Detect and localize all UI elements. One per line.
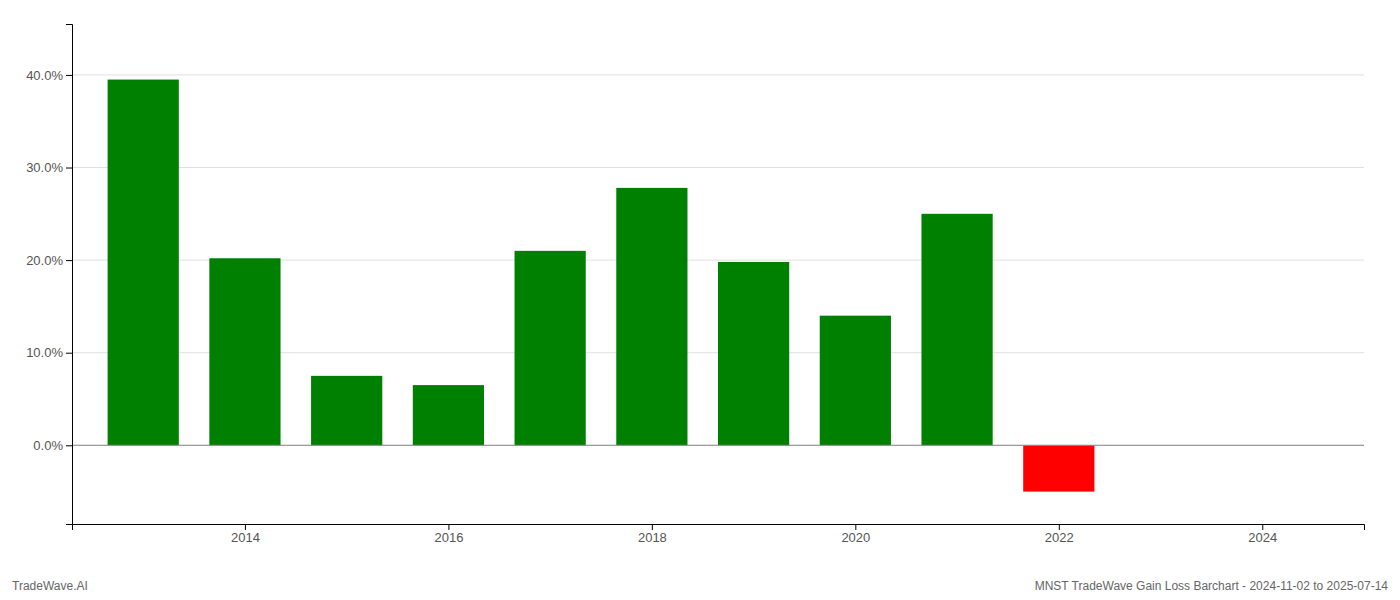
footer-left: TradeWave.AI [12,579,88,593]
x-tick: 2024 [1248,524,1277,545]
grid [72,75,1364,445]
x-tick-mark [1262,524,1263,530]
x-axis: 2014 2016 2018 2020 2022 2024 [73,524,1365,545]
x-tick: 2020 [841,524,870,545]
bar [311,376,382,445]
plot-area: 2014 2016 2018 2020 2022 2024 0.0% 10.0% 20.0% 30… [26,25,1364,546]
x-tick-mark [652,524,653,530]
bar [718,262,789,445]
y-tick: 0.0% [33,438,72,453]
y-tick-mark [66,168,72,169]
bar [1023,445,1094,491]
x-tick-label: 2016 [434,530,463,545]
x-tick-label: 2022 [1045,530,1074,545]
x-tick: 2022 [1045,524,1074,545]
y-tick-label: 30.0% [26,160,63,175]
x-tick: 2018 [638,524,667,545]
x-tick-mark [245,524,246,530]
bar [413,385,484,445]
bar [108,80,179,446]
bars [108,80,1095,492]
y-tick-label: 0.0% [33,438,63,453]
x-axis-line [73,525,1365,531]
x-tick-label: 2024 [1248,530,1277,545]
bar [820,316,891,446]
x-tick-mark [1059,524,1060,530]
y-tick: 20.0% [26,253,72,268]
y-tick-label: 40.0% [26,68,63,83]
y-tick-mark [66,260,72,261]
grid-line [72,167,1364,168]
y-tick-label: 10.0% [26,345,63,360]
x-tick-label: 2020 [841,530,870,545]
grid-line [72,74,1364,75]
x-tick-label: 2018 [638,530,667,545]
bar [921,214,992,445]
x-tick-mark [855,524,856,530]
y-tick: 40.0% [26,68,72,83]
zero-line [72,445,1364,446]
bar [515,251,586,445]
x-tick: 2016 [434,524,463,545]
chart: 2014 2016 2018 2020 2022 2024 0.0% 10.0% 20.0% 30… [0,0,1400,600]
y-tick: 10.0% [26,345,72,360]
footer-right: MNST TradeWave Gain Loss Barchart - 2024… [1035,579,1389,593]
grid-line [72,445,1364,446]
bar [209,258,280,445]
y-tick-mark [66,353,72,354]
y-tick-label: 20.0% [26,253,63,268]
x-tick-label: 2014 [231,530,260,545]
bar [616,188,687,445]
x-tick-mark [448,524,449,530]
x-tick: 2014 [231,524,260,545]
y-tick-mark [66,75,72,76]
y-axis: 0.0% 10.0% 20.0% 30.0% 40.0% [26,25,72,525]
y-tick-mark [66,445,72,446]
y-axis-line [66,25,73,525]
y-tick: 30.0% [26,160,72,175]
